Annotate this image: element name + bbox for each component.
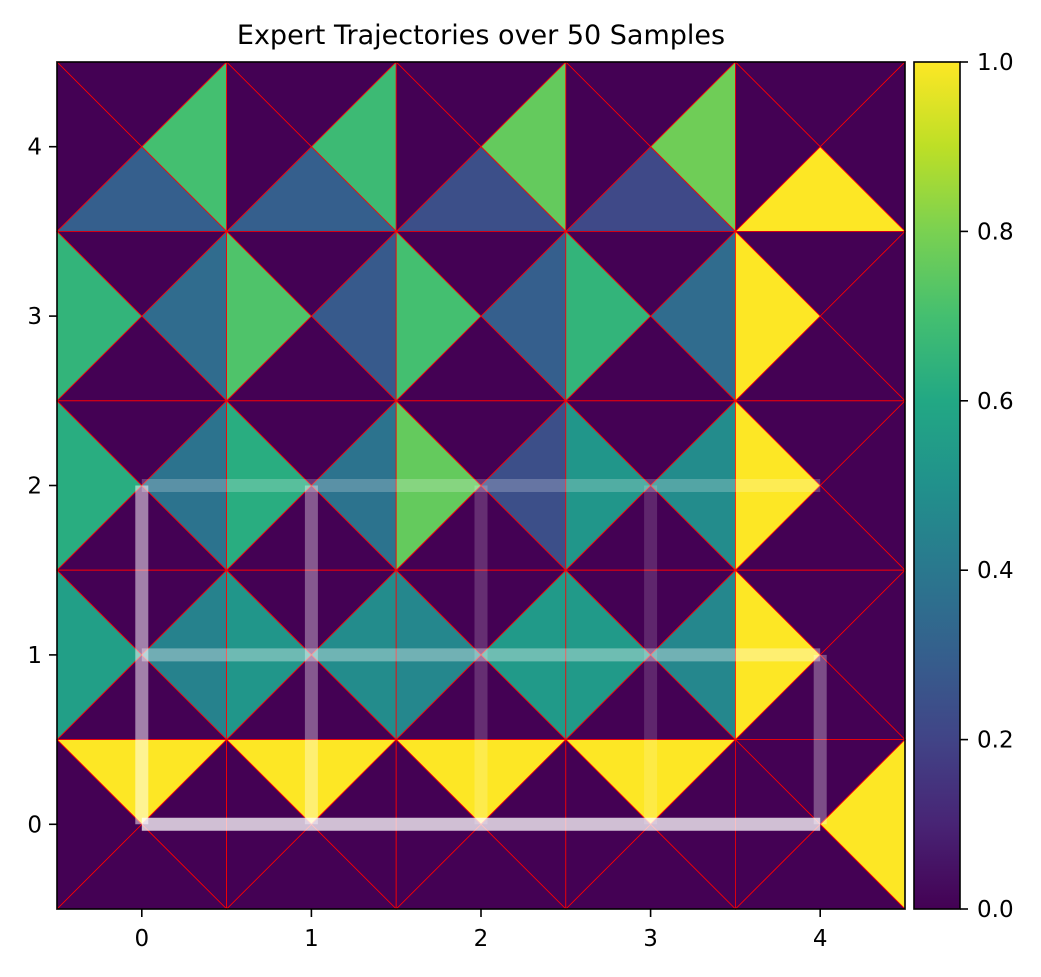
chart-title: Expert Trajectories over 50 Samples — [237, 20, 725, 51]
cell-4-4-left-triangle — [735, 61, 821, 233]
x-tick-label-3: 3 — [643, 926, 658, 952]
colorbar-tick-label-0.4: 0.4 — [977, 558, 1014, 584]
x-tick-label-1: 1 — [304, 926, 319, 952]
colorbar-tick-label-0.2: 0.2 — [977, 728, 1014, 754]
cell-2-4-left-triangle — [395, 61, 482, 233]
y-tick-label-3: 3 — [27, 304, 42, 330]
y-axis: 0 1 2 3 4 — [27, 135, 57, 838]
colorbar-tick-label-0.0: 0.0 — [977, 897, 1014, 923]
cell-3-2-left-triangle — [565, 399, 652, 572]
cell-1-2-left-triangle — [226, 399, 312, 572]
cell-3-1-left-triangle — [565, 569, 652, 741]
cell-2-3-left-triangle — [395, 230, 482, 402]
y-tick-label-4: 4 — [27, 135, 42, 161]
cell-2-1-left-triangle — [395, 569, 482, 741]
colorbar: 0.0 0.2 0.4 0.6 0.8 1.0 — [913, 50, 1014, 923]
colorbar-tick-label-0.6: 0.6 — [977, 389, 1014, 415]
cell-2-2-left-triangle — [395, 399, 482, 572]
cell-4-1-left-triangle — [735, 569, 821, 741]
colorbar-tick-label-1.0: 1.0 — [977, 50, 1014, 76]
cell-3-3-left-triangle — [565, 230, 652, 402]
cell-3-4-left-triangle — [565, 61, 652, 233]
x-tick-label-4: 4 — [813, 926, 828, 952]
cell-1-4-left-triangle — [226, 61, 312, 233]
cell-4-3-left-triangle — [735, 230, 821, 402]
trajectory-lines — [135, 479, 827, 831]
y-tick-label-1: 1 — [27, 643, 42, 669]
cell-4-2-left-triangle — [735, 399, 821, 572]
y-tick-label-0: 0 — [27, 812, 42, 838]
cell-1-3-left-triangle — [226, 230, 312, 402]
heatmap-cells — [56, 61, 906, 910]
x-tick-label-2: 2 — [474, 926, 489, 952]
colorbar-gradient — [913, 61, 961, 910]
y-tick-label-2: 2 — [27, 474, 42, 500]
x-axis: 0 1 2 3 4 — [134, 909, 828, 952]
x-tick-label-0: 0 — [134, 926, 149, 952]
cell-1-1-left-triangle — [226, 569, 312, 741]
colorbar-tick-label-0.8: 0.8 — [977, 219, 1014, 245]
